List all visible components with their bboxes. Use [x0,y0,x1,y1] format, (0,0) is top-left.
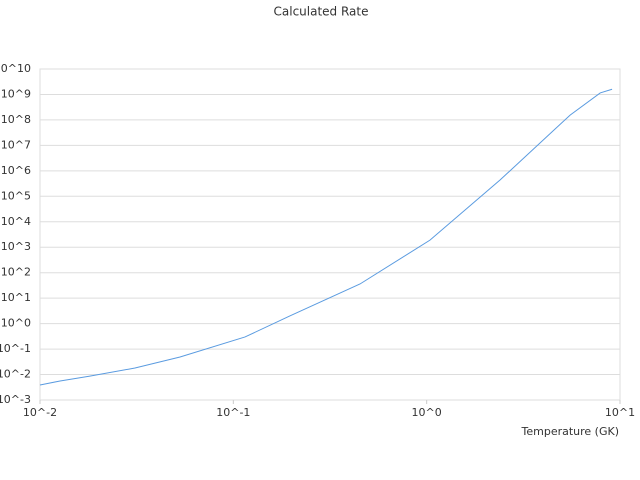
y-tick-label: 10^10 [0,62,31,75]
x-tick-label: 10^-2 [23,406,57,419]
y-tick-label: 10^1 [1,291,31,304]
y-tick-label: 10^4 [1,215,31,228]
y-tick-label: 10^7 [1,138,31,151]
y-tick-label: 10^0 [1,317,31,330]
series-line [39,88,613,386]
y-tick-label: 10^9 [1,87,31,100]
y-tick-label: 10^3 [1,240,31,253]
y-tick-label: 10^-1 [0,342,31,355]
y-tick-label: 10^5 [1,189,31,202]
x-tick-label: 10^-1 [216,406,250,419]
x-tick-label: 10^1 [605,406,635,419]
y-tick-label: 10^6 [1,164,31,177]
y-tick-label: 10^8 [1,113,31,126]
x-tick-label: 10^0 [412,406,442,419]
y-tick-label: 10^-3 [0,393,31,406]
plot-frame [39,68,621,401]
x-axis-label: Temperature (GK) [521,425,620,438]
chart-title: Calculated Rate [274,5,369,19]
y-tick-label: 10^2 [1,266,31,279]
y-tick-label: 10^-2 [0,368,31,381]
